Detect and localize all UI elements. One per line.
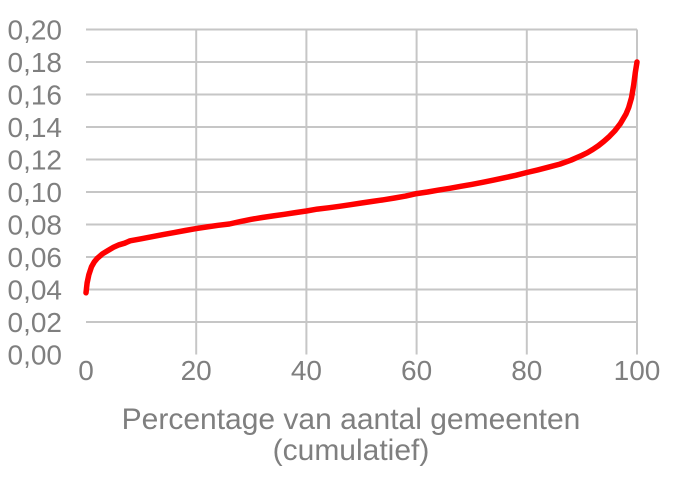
series-line: [83, 59, 640, 296]
y-axis-tick-label: 0,08: [8, 210, 63, 241]
x-axis-tick-label: 40: [291, 355, 322, 386]
x-axis-tick-label: 20: [181, 355, 212, 386]
y-axis-tick-label: 0,18: [8, 47, 63, 78]
y-axis-tick-label: 0,00: [8, 340, 63, 371]
x-axis-tick-label: 80: [511, 355, 542, 386]
y-axis-tick-label: 0,12: [8, 145, 63, 176]
y-axis-tick-label: 0,06: [8, 242, 63, 273]
x-axis-title-line1: Percentage van aantal gemeenten: [121, 403, 581, 436]
y-axis-tick-label: 0,14: [8, 112, 63, 143]
y-axis-tick-label: 0,10: [8, 177, 63, 208]
y-axis-tick-label: 0,04: [8, 275, 63, 306]
y-axis-tick-label: 0,02: [8, 307, 63, 338]
y-axis-tick-label: 0,20: [8, 15, 63, 46]
x-axis-tick-label: 100: [614, 355, 661, 386]
y-axis-tick-label: 0,16: [8, 80, 63, 111]
x-axis-title-line2: (cumulatief): [272, 434, 430, 467]
x-axis-title: Percentage van aantal gemeenten (cumulat…: [75, 404, 627, 466]
x-axis-tick-label: 60: [401, 355, 432, 386]
x-axis-tick-label: 0: [78, 355, 94, 386]
